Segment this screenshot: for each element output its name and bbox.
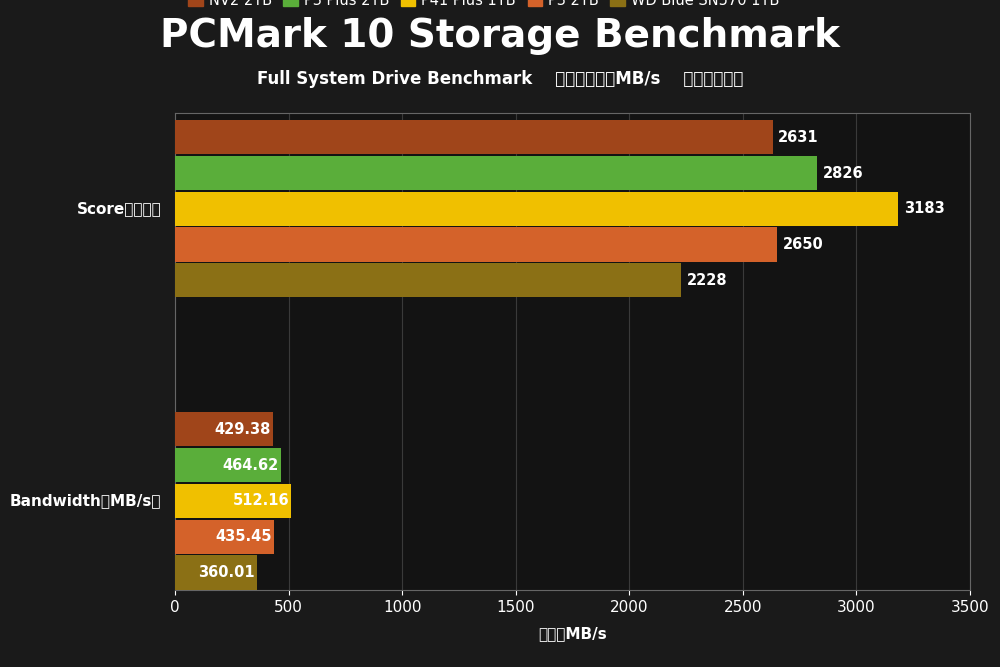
X-axis label: 數値、MB/s: 數値、MB/s: [538, 626, 607, 641]
Bar: [175, 412, 273, 446]
Text: PCMark 10 Storage Benchmark: PCMark 10 Storage Benchmark: [160, 17, 840, 55]
Bar: [175, 227, 777, 261]
Bar: [175, 263, 681, 297]
Text: Score（數値）: Score（數値）: [77, 201, 161, 216]
Text: 512.16: 512.16: [232, 494, 289, 508]
Bar: [175, 520, 274, 554]
Text: 464.62: 464.62: [222, 458, 278, 473]
Bar: [175, 555, 257, 590]
Bar: [175, 120, 773, 154]
Text: Full System Drive Benchmark    單位：得分、MB/s    數値越大越好: Full System Drive Benchmark 單位：得分、MB/s 數…: [257, 70, 743, 88]
Text: 435.45: 435.45: [215, 529, 272, 544]
Text: 429.38: 429.38: [214, 422, 270, 437]
Bar: [175, 448, 281, 482]
Text: 2826: 2826: [823, 165, 863, 181]
Text: Bandwidth（MB/s）: Bandwidth（MB/s）: [10, 494, 161, 508]
Text: 2631: 2631: [778, 130, 819, 145]
Bar: [175, 191, 898, 226]
Text: 3183: 3183: [904, 201, 944, 216]
Bar: [175, 156, 817, 190]
Bar: [175, 484, 291, 518]
Text: 2228: 2228: [687, 273, 727, 287]
Text: 2650: 2650: [783, 237, 823, 252]
Legend: NV2 2TB, P3 Plus 2TB, P41 Plus 1TB, P3 2TB, WD Blue SN570 1TB: NV2 2TB, P3 Plus 2TB, P41 Plus 1TB, P3 2…: [182, 0, 785, 14]
Text: 360.01: 360.01: [198, 565, 255, 580]
